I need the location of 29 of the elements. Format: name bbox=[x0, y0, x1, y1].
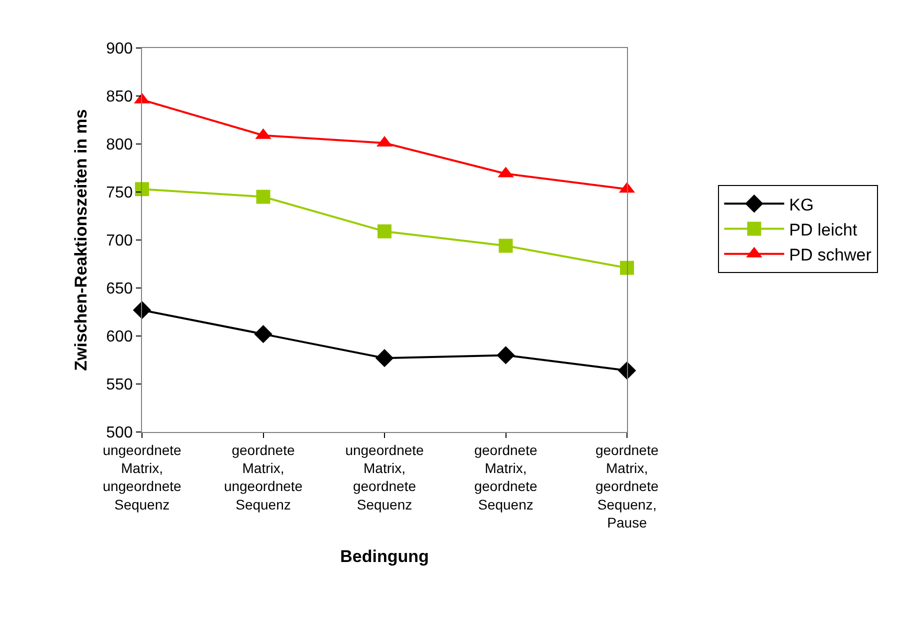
y-tick-label: 800 bbox=[106, 136, 133, 154]
y-tick-label: 500 bbox=[106, 424, 133, 442]
legend-label: KG bbox=[789, 195, 814, 214]
y-tick-label: 700 bbox=[106, 232, 133, 250]
x-tick-label: geordnete Matrix, geordnete Sequenz, Pause bbox=[595, 442, 659, 531]
x-tick-label: geordnete Matrix, geordnete Sequenz bbox=[474, 442, 538, 512]
y-axis-title: Zwischen-Reaktionszeiten in ms bbox=[72, 109, 91, 371]
point bbox=[132, 300, 152, 320]
point bbox=[496, 346, 515, 364]
x-axis-title: Bedingung bbox=[340, 547, 429, 566]
legend-label: PD leicht bbox=[789, 220, 858, 240]
y-tick-label: 750 bbox=[106, 184, 133, 202]
x-tick-label: ungeordnete Matrix, geordnete Sequenz bbox=[345, 442, 424, 512]
point bbox=[135, 182, 149, 196]
x-tick-label: ungeordnete Matrix, ungeordnete Sequenz bbox=[102, 442, 182, 512]
point bbox=[618, 361, 636, 380]
y-tick-label: 900 bbox=[106, 40, 133, 58]
point bbox=[620, 260, 634, 275]
point bbox=[375, 348, 394, 368]
point bbox=[254, 324, 272, 344]
y-tick-label: 650 bbox=[106, 280, 133, 298]
y-tick-label: 850 bbox=[106, 88, 133, 106]
y-tick-label: 550 bbox=[106, 376, 133, 394]
point bbox=[256, 190, 270, 204]
legend-label: PD schwer bbox=[789, 245, 872, 264]
y-tick-label: 600 bbox=[106, 328, 133, 346]
x-tick-label: geordnete Matrix, ungeordnete Sequenz bbox=[224, 442, 303, 512]
point bbox=[498, 238, 513, 253]
point bbox=[378, 224, 392, 238]
